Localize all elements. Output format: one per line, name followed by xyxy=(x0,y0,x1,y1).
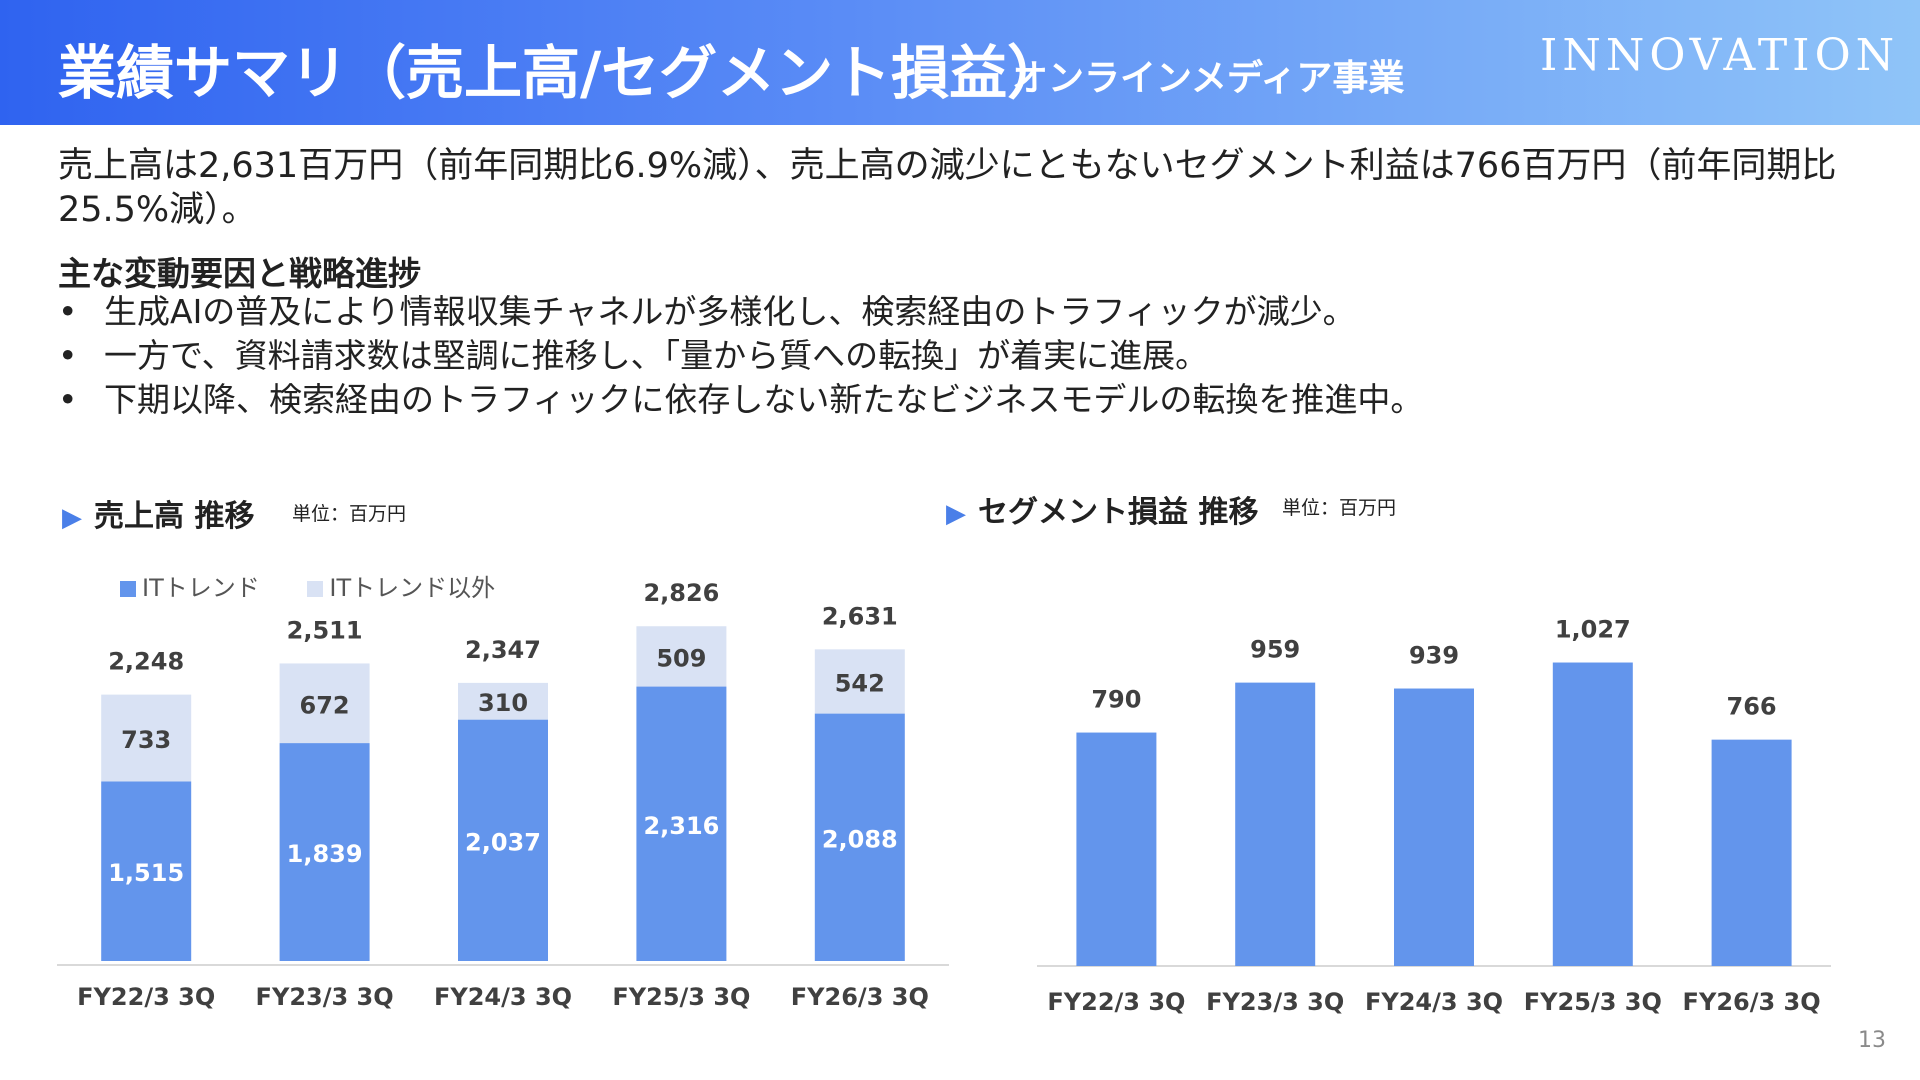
data-label: 672 xyxy=(300,691,350,719)
header-bar: 業績サマリ（売上高/セグメント損益） オンラインメディア事業 INNOVATIO… xyxy=(0,0,1920,125)
data-label: 310 xyxy=(478,689,528,717)
bar-segment-other xyxy=(279,663,370,744)
bar-segment-it-trend xyxy=(101,781,192,961)
x-tick-label: FY24/3 3Q xyxy=(1365,988,1503,1016)
bar-segment-it-trend xyxy=(636,686,727,961)
page-subtitle: オンラインメディア事業 xyxy=(1012,58,1405,99)
triangle-icon: ▶ xyxy=(946,499,966,529)
x-tick-label: FY26/3 3Q xyxy=(1683,988,1821,1016)
x-tick-label: FY24/3 3Q xyxy=(434,983,572,1011)
bar-segment-other xyxy=(458,682,548,720)
x-tick-label: FY22/3 3Q xyxy=(1047,988,1185,1016)
x-tick-label: FY26/3 3Q xyxy=(791,983,929,1011)
total-label: 2,347 xyxy=(465,636,541,664)
legend-label: ITトレンド xyxy=(142,574,260,602)
bar-segment-other xyxy=(636,626,727,687)
bullet-icon: • xyxy=(58,292,78,331)
data-label: 2,037 xyxy=(465,828,541,856)
legend-item: ITトレンド xyxy=(120,568,260,603)
list-item: • 下期以降、検索経由のトラフィックに依存しない新たなビジネスモデルの転換を推進中… xyxy=(58,378,1423,422)
bar-segment-it-trend xyxy=(279,743,370,961)
data-label: 1,027 xyxy=(1555,616,1631,644)
sales-chart-title-text: 売上高 推移 xyxy=(94,499,255,534)
triangle-icon: ▶ xyxy=(62,503,82,533)
bar xyxy=(1076,732,1157,966)
bullet-icon: • xyxy=(58,380,78,419)
data-label: 1,515 xyxy=(108,859,184,887)
legend-label: ITトレンド以外 xyxy=(329,574,496,602)
profit-chart-title-text: セグメント損益 推移 xyxy=(978,495,1259,530)
legend-swatch-secondary xyxy=(307,581,324,597)
list-item-text: 生成AIの普及により情報収集チャネルが多様化し、検索経由のトラフィックが減少。 xyxy=(104,292,1356,331)
page-number: 13 xyxy=(1858,1028,1886,1053)
data-label: 939 xyxy=(1409,642,1459,670)
page-title: 業績サマリ（売上高/セグメント損益） xyxy=(58,39,1066,107)
chart-legend: ITトレンド ITトレンド以外 xyxy=(120,568,535,603)
bar xyxy=(1552,662,1633,966)
bar xyxy=(1394,688,1474,966)
list-item-text: 下期以降、検索経由のトラフィックに依存しない新たなビジネスモデルの転換を推進中。 xyxy=(104,380,1424,419)
list-item-text: 一方で、資料請求数は堅調に推移し、「量から質への転換」が着実に進展。 xyxy=(104,336,1209,375)
x-tick-label: FY23/3 3Q xyxy=(256,983,394,1011)
total-label: 2,511 xyxy=(287,616,363,644)
data-label: 790 xyxy=(1091,686,1141,714)
legend-item: ITトレンド以外 xyxy=(307,568,495,603)
summary-text: 売上高は2,631百万円（前年同期比6.9%減）、売上高の減少にともないセグメン… xyxy=(58,146,1837,230)
data-label: 2,088 xyxy=(822,825,898,853)
data-label: 542 xyxy=(835,669,885,697)
data-label: 959 xyxy=(1250,636,1300,664)
bar xyxy=(1711,739,1792,966)
list-item: • 一方で、資料請求数は堅調に推移し、「量から質への転換」が着実に進展。 xyxy=(58,334,1423,378)
total-label: 2,826 xyxy=(643,579,719,607)
factors-heading: 主な変動要因と戦略進捗 xyxy=(58,254,421,293)
bar-segment-other xyxy=(814,649,905,714)
bar-segment-it-trend xyxy=(458,719,548,961)
legend-swatch-primary xyxy=(120,581,136,597)
bar-segment-it-trend xyxy=(814,713,905,961)
data-label: 509 xyxy=(656,644,706,672)
factors-list: • 生成AIの普及により情報収集チャネルが多様化し、検索経由のトラフィックが減少。… xyxy=(58,290,1423,422)
bar xyxy=(1235,682,1316,966)
company-logo: INNOVATION xyxy=(1540,30,1900,81)
x-tick-label: FY23/3 3Q xyxy=(1206,988,1344,1016)
x-tick-label: FY25/3 3Q xyxy=(612,983,750,1011)
data-label: 1,839 xyxy=(287,840,363,868)
total-label: 2,631 xyxy=(822,602,898,630)
profit-chart-title: ▶ セグメント損益 推移 xyxy=(946,487,1258,531)
data-label: 2,316 xyxy=(643,812,719,840)
list-item: • 生成AIの普及により情報収集チャネルが多様化し、検索経由のトラフィックが減少。 xyxy=(58,290,1423,334)
total-label: 2,248 xyxy=(108,648,184,676)
x-tick-label: FY22/3 3Q xyxy=(77,983,215,1011)
x-tick-label: FY25/3 3Q xyxy=(1524,988,1662,1016)
sales-chart-title: ▶ 売上高 推移 xyxy=(62,491,254,535)
data-label: 766 xyxy=(1727,693,1777,721)
sales-chart-unit: 単位：百万円 xyxy=(292,503,407,525)
bar-segment-other xyxy=(101,694,192,782)
data-label: 733 xyxy=(121,726,171,754)
profit-chart-unit: 単位：百万円 xyxy=(1282,497,1397,519)
bullet-icon: • xyxy=(58,336,78,375)
